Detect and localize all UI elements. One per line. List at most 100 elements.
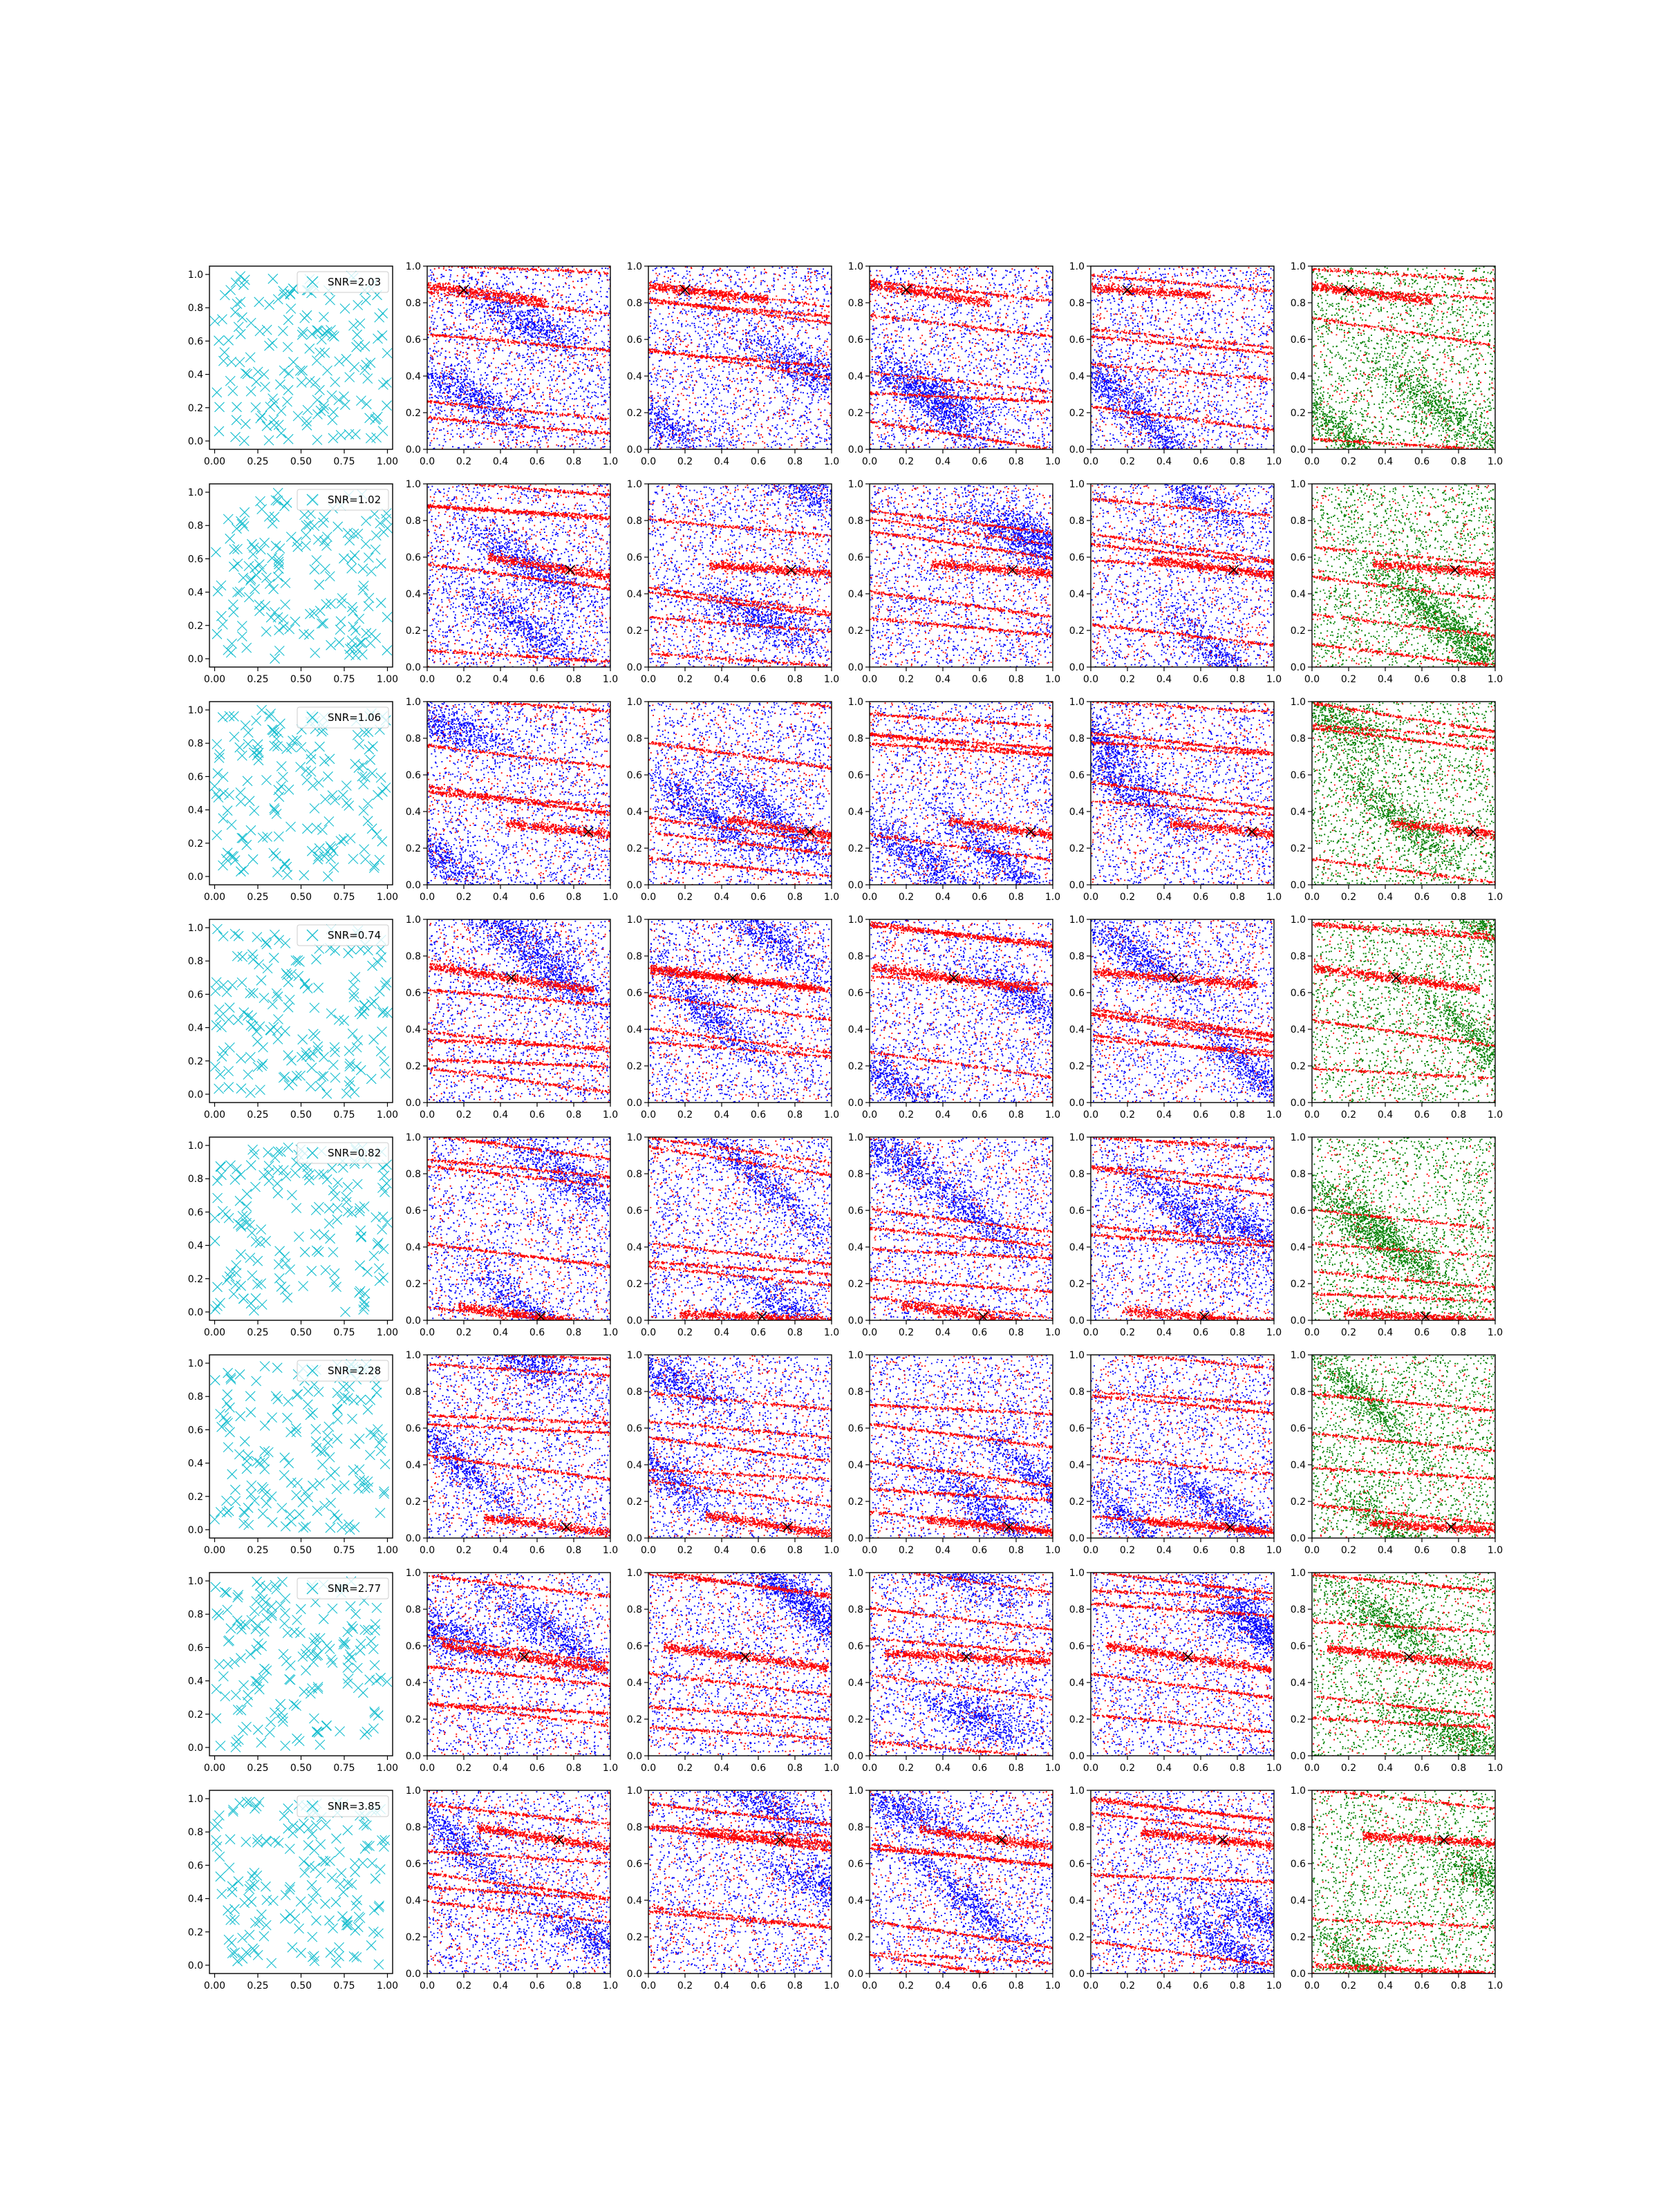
x-tick-label: 1.0 — [824, 1109, 839, 1121]
x-tick-label: 1.0 — [1045, 456, 1060, 467]
blue-points — [427, 1790, 612, 1975]
subplot-r1-c2: 0.0 0.2 0.4 0.6 0.8 1.00.00.20.40.60.81.0 — [406, 261, 618, 467]
y-tick-label: 0.4 — [627, 807, 642, 818]
y-tick-label: 0.0 — [1291, 1098, 1306, 1109]
x-tick-label: 1.0 — [1045, 1109, 1060, 1121]
x-tick-label: 0.00 — [204, 1980, 225, 1991]
x-tick-label: 0.6 — [1414, 674, 1430, 685]
y-tick-label: 0.0 — [627, 880, 642, 891]
y-tick-label: 0.0 — [188, 436, 203, 447]
x-tick-label: 0.2 — [677, 892, 693, 903]
red-points — [1091, 1790, 1275, 1974]
x-tick-label: 0.8 — [1009, 456, 1024, 467]
y-tick-label: 0.0 — [1069, 1098, 1085, 1109]
y-tick-label: 0.6 — [188, 989, 203, 1000]
x-tick-label: 0.8 — [787, 674, 803, 685]
x-tick-label: 1.0 — [603, 1109, 618, 1121]
x-tick-label: 0.75 — [333, 456, 355, 467]
x-tick-label: 0.4 — [1156, 1545, 1172, 1556]
x-tick-label: 1.0 — [603, 456, 618, 467]
subplot-r6-c3: 0.0 0.2 0.4 0.6 0.8 1.00.00.20.40.60.81.0 — [627, 1350, 839, 1556]
y-tick-label: 0.4 — [406, 1024, 421, 1035]
red-points — [1313, 1573, 1497, 1756]
x-tick-label: 1.0 — [824, 1980, 839, 1991]
x-tick-label: 1.0 — [603, 1327, 618, 1338]
x-tick-label: 0.6 — [1193, 1327, 1208, 1338]
x-tick-label: 0.25 — [247, 674, 268, 685]
x-tick-label: 0.0 — [1304, 1980, 1320, 1991]
x-tick-label: 0.4 — [935, 1327, 950, 1338]
x-tick-label: 0.00 — [204, 456, 225, 467]
x-tick-label: 0.6 — [1414, 1327, 1430, 1338]
x-tick-label: 0.6 — [1414, 1109, 1430, 1121]
y-tick-label: 0.0 — [1291, 1751, 1306, 1762]
axes-frame — [427, 1790, 610, 1974]
x-tick-label: 0.00 — [204, 892, 225, 903]
x-tick-label: 0.8 — [1451, 674, 1466, 685]
red-points — [648, 1138, 833, 1322]
y-tick-label: 0.0 — [188, 1089, 203, 1100]
y-tick-label: 0.4 — [1291, 589, 1306, 600]
plot-area — [1091, 1573, 1275, 1757]
y-tick-label: 0.8 — [406, 516, 421, 527]
y-tick-label: 1.0 — [848, 915, 863, 926]
x-tick-label: 0.0 — [420, 1545, 435, 1556]
y-tick-label: 0.8 — [627, 733, 642, 744]
cyan-x-markers — [211, 488, 392, 664]
subplot-r3-c2: 0.0 0.2 0.4 0.6 0.8 1.00.00.20.40.60.81.0 — [406, 697, 618, 903]
x-tick-label: 0.0 — [641, 456, 656, 467]
blue-points — [1091, 1791, 1275, 1975]
y-tick-label: 0.8 — [406, 951, 421, 962]
x-tick-label: 0.0 — [420, 1327, 435, 1338]
y-tick-label: 0.2 — [1069, 1714, 1085, 1725]
y-tick-label: 0.4 — [188, 370, 203, 381]
y-tick-label: 1.0 — [848, 1785, 863, 1797]
y-tick-label: 1.0 — [1291, 1568, 1306, 1579]
x-tick-label: 0.25 — [247, 892, 268, 903]
y-tick-label: 1.0 — [627, 479, 642, 490]
legend: SNR=2.03 — [297, 272, 388, 292]
y-tick-label: 1.0 — [1291, 479, 1306, 490]
x-tick-label: 1.0 — [1488, 892, 1503, 903]
y-tick-label: 1.0 — [1069, 1132, 1085, 1143]
x-tick-label: 1.0 — [1488, 1763, 1503, 1774]
subplot-r2-c1: 0.00 0.25 0.50 0.75 1.000.00.20.40.60.81.0SN… — [188, 484, 398, 685]
y-tick-label: 0.2 — [848, 1714, 863, 1725]
y-tick-label: 0.4 — [188, 1023, 203, 1034]
plot-area — [1312, 919, 1497, 1104]
y-tick-label: 0.8 — [848, 1169, 863, 1180]
plot-area — [210, 1360, 390, 1535]
axes-frame — [209, 266, 393, 449]
x-tick-label: 1.0 — [824, 1327, 839, 1338]
y-tick-label: 1.0 — [1069, 1350, 1085, 1361]
subplot-r4-c6: 0.0 0.2 0.4 0.6 0.8 1.00.00.20.40.60.81.0 — [1291, 915, 1503, 1121]
plot-area — [1312, 1790, 1497, 1975]
x-tick-label: 0.75 — [333, 1109, 355, 1121]
y-tick-label: 0.0 — [406, 1751, 421, 1762]
y-tick-label: 0.6 — [627, 335, 642, 346]
x-tick-label: 0.8 — [1230, 892, 1245, 903]
x-tick-label: 0.4 — [1378, 674, 1393, 685]
y-tick-label: 1.0 — [188, 1576, 203, 1587]
y-tick-label: 0.2 — [848, 1279, 863, 1290]
x-tick-label: 0.6 — [972, 1109, 987, 1121]
x-tick-label: 0.6 — [1414, 892, 1430, 903]
y-tick-label: 1.0 — [627, 1132, 642, 1143]
y-tick-label: 0.4 — [627, 589, 642, 600]
plot-area — [870, 485, 1054, 668]
y-tick-label: 1.0 — [627, 1568, 642, 1579]
y-tick-label: 0.4 — [627, 1024, 642, 1035]
y-tick-label: 0.8 — [406, 733, 421, 744]
y-tick-label: 0.0 — [1291, 444, 1306, 456]
y-tick-label: 0.4 — [848, 807, 863, 818]
y-tick-label: 0.0 — [1069, 444, 1085, 456]
y-tick-label: 0.4 — [848, 371, 863, 382]
x-tick-label: 0.2 — [456, 456, 471, 467]
y-tick-label: 0.2 — [406, 1279, 421, 1290]
y-tick-label: 1.0 — [406, 1350, 421, 1361]
y-tick-label: 0.2 — [188, 1709, 203, 1721]
y-tick-label: 0.8 — [627, 298, 642, 309]
y-tick-label: 0.6 — [188, 554, 203, 565]
y-tick-label: 0.0 — [848, 1533, 863, 1544]
y-tick-label: 0.8 — [848, 1604, 863, 1615]
